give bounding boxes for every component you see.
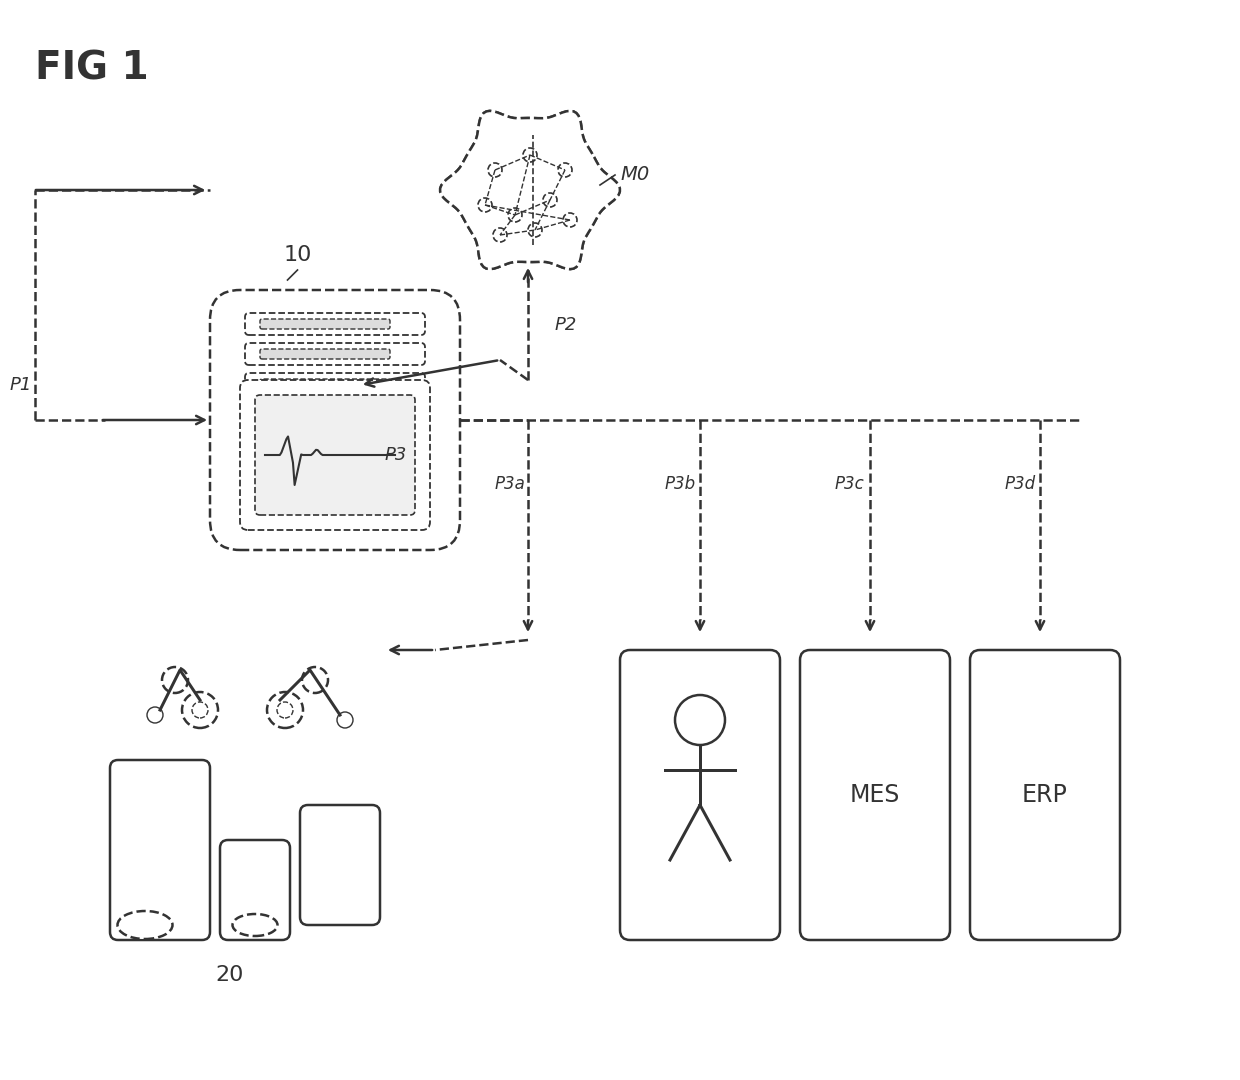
Polygon shape <box>440 111 620 269</box>
Text: FIG 1: FIG 1 <box>35 50 149 87</box>
FancyBboxPatch shape <box>241 380 430 530</box>
Ellipse shape <box>232 914 278 936</box>
FancyBboxPatch shape <box>246 343 425 365</box>
FancyBboxPatch shape <box>260 379 391 389</box>
FancyBboxPatch shape <box>110 760 210 940</box>
Text: P3c: P3c <box>835 475 864 492</box>
Text: 10: 10 <box>283 245 311 265</box>
FancyBboxPatch shape <box>620 650 780 940</box>
Text: P1: P1 <box>10 376 32 394</box>
Text: P2: P2 <box>556 316 578 334</box>
FancyBboxPatch shape <box>970 650 1120 940</box>
Text: ERP: ERP <box>1022 783 1068 807</box>
FancyBboxPatch shape <box>210 291 460 550</box>
FancyBboxPatch shape <box>260 319 391 329</box>
Text: M0: M0 <box>620 165 650 185</box>
FancyBboxPatch shape <box>255 395 415 515</box>
FancyBboxPatch shape <box>800 650 950 940</box>
Ellipse shape <box>118 912 172 939</box>
Text: P3d: P3d <box>1004 475 1037 492</box>
Text: P3: P3 <box>384 446 408 464</box>
Text: P3b: P3b <box>665 475 696 492</box>
Text: MES: MES <box>849 783 900 807</box>
FancyBboxPatch shape <box>300 805 379 924</box>
FancyBboxPatch shape <box>219 840 290 940</box>
FancyBboxPatch shape <box>246 373 425 395</box>
FancyBboxPatch shape <box>246 313 425 335</box>
FancyBboxPatch shape <box>260 349 391 359</box>
Text: P3a: P3a <box>495 475 526 492</box>
Text: 20: 20 <box>216 966 244 985</box>
